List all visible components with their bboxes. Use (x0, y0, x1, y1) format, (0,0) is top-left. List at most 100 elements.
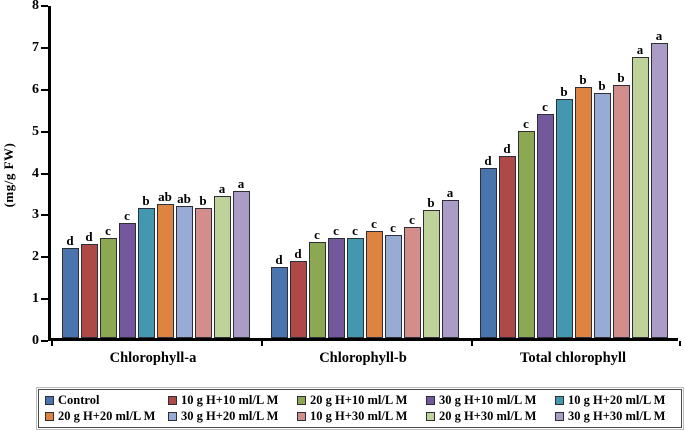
bar: b (612, 71, 630, 338)
legend-item: 30 g H+30 ml/L M (555, 409, 677, 424)
legend-label: 20 g H+10 ml/L M (310, 392, 408, 407)
significance-letter: a (446, 184, 454, 200)
significance-letter: b (598, 78, 606, 94)
y-tick-label: 1 (32, 291, 39, 307)
category-label: Total chlorophyll (520, 350, 626, 366)
legend-item: 10 g H+10 ml/L M (168, 393, 297, 408)
legend-item: Control (45, 393, 168, 408)
bar: b (574, 73, 592, 338)
bar: c (118, 209, 136, 338)
bar: d (61, 234, 79, 338)
x-boundary-tick (471, 341, 473, 346)
bar: d (270, 253, 288, 338)
legend-item: 30 g H+10 ml/L M (426, 393, 555, 408)
significance-letter: c (124, 207, 130, 223)
legend-label: 20 g H+30 ml/L M (439, 409, 537, 424)
y-tick-mark (41, 214, 48, 217)
y-tick-mark (41, 130, 48, 133)
significance-letter: a (636, 42, 644, 58)
bar: d (479, 154, 497, 338)
category-label: Chlorophyll-a (109, 350, 197, 366)
legend-label: 10 g H+20 ml/L M (568, 392, 666, 407)
significance-letter: a (655, 27, 663, 43)
legend-swatch (168, 412, 177, 422)
bar: c (99, 224, 117, 338)
significance-letter: c (105, 222, 111, 238)
y-tick-label: 6 (32, 81, 39, 97)
legend-item: 20 g H+30 ml/L M (426, 409, 555, 424)
bar-group: d d c c b ab ab b a a (51, 6, 260, 338)
bar: c (536, 100, 554, 338)
bar: c (517, 117, 535, 338)
y-tick-mark (41, 46, 48, 49)
legend-label: 20 g H+20 ml/L M (58, 409, 156, 424)
legend-item: 20 g H+10 ml/L M (297, 393, 426, 408)
bar: a (441, 186, 459, 338)
bar: c (384, 221, 402, 338)
legend-label: 30 g H+10 ml/L M (439, 392, 537, 407)
bar: b (422, 196, 440, 338)
significance-letter: c (314, 226, 320, 242)
category-labels: Chlorophyll-a Chlorophyll-b Total chloroph… (48, 350, 678, 367)
legend-swatch (297, 395, 306, 405)
bar: d (498, 142, 516, 338)
y-tick-label: 5 (32, 123, 39, 139)
significance-letter: a (237, 176, 245, 192)
bar: a (631, 43, 649, 338)
bar: b (555, 85, 573, 338)
bar: a (232, 177, 250, 338)
significance-letter: c (390, 220, 396, 236)
legend-label: 10 g H+10 ml/L M (181, 392, 279, 407)
significance-letter: b (427, 195, 435, 211)
significance-letter: b (617, 69, 625, 85)
bar: c (403, 213, 421, 338)
significance-letter: c (333, 222, 339, 238)
bar: c (308, 228, 326, 338)
significance-letter: b (142, 193, 150, 209)
bar: b (593, 79, 611, 338)
significance-letter: c (371, 216, 377, 232)
significance-letter: d (85, 228, 93, 244)
significance-letter: ab (158, 189, 172, 204)
significance-letter: d (66, 232, 74, 248)
significance-letter: d (275, 251, 283, 267)
legend-item: 10 g H+30 ml/L M (297, 409, 426, 424)
legend-swatch (555, 412, 564, 422)
legend-swatch (297, 412, 306, 422)
legend-swatch (426, 412, 435, 422)
y-tick-label: 2 (32, 249, 39, 265)
y-tick-mark (41, 340, 48, 342)
legend-swatch (45, 412, 54, 422)
y-tick-label: 7 (32, 39, 39, 55)
y-tick-label: 8 (32, 0, 39, 13)
significance-letter: c (523, 115, 529, 131)
legend-swatch (426, 395, 435, 405)
significance-letter: c (409, 212, 415, 228)
significance-letter: d (484, 153, 492, 169)
bar: c (346, 224, 364, 338)
significance-letter: b (560, 84, 568, 100)
legend-label: 30 g H+20 ml/L M (181, 409, 279, 424)
category-label: Chlorophyll-b (319, 350, 407, 366)
bar: b (194, 194, 212, 338)
significance-letter: b (579, 71, 587, 87)
legend: Control 10 g H+10 ml/L M 20 g H+10 ml/L M 3… (36, 387, 684, 430)
bar-groups: d d c c b ab ab b a a d d c c c c c c b a d d c c b b b b a a (51, 6, 678, 338)
legend-item: 10 g H+20 ml/L M (555, 393, 677, 408)
significance-letter: d (503, 140, 511, 156)
y-tick-mark (41, 256, 48, 259)
significance-letter: ab (177, 191, 191, 207)
x-boundary-tick (261, 341, 263, 346)
significance-letter: d (294, 245, 302, 261)
bar: a (213, 182, 231, 338)
legend-swatch (168, 395, 177, 405)
bar: ab (156, 190, 174, 338)
significance-letter: a (218, 180, 226, 196)
bar: c (365, 217, 383, 338)
significance-letter: c (542, 98, 548, 114)
significance-letter: b (199, 193, 207, 209)
